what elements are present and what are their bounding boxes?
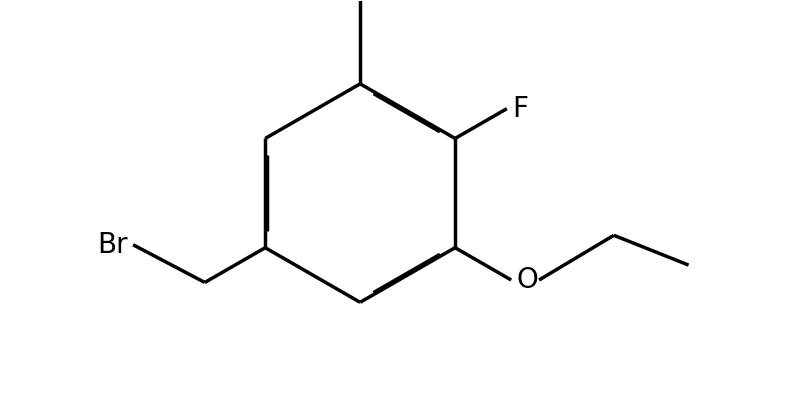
Text: O: O bbox=[516, 266, 538, 294]
Text: Br: Br bbox=[97, 231, 128, 259]
Text: F: F bbox=[512, 95, 528, 123]
